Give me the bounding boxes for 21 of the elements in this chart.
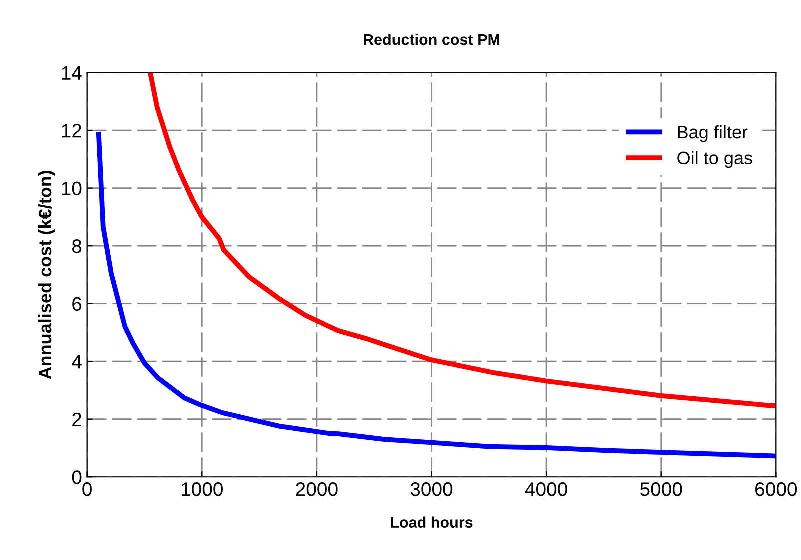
y-tick-label: 10 — [62, 182, 82, 196]
y-tick-label: 8 — [72, 240, 82, 254]
legend-label: Bag filter — [678, 125, 748, 142]
y-tick-label: 2 — [72, 412, 82, 426]
y-tick-label: 6 — [72, 297, 82, 312]
y-axis-title: Annualised cost (k€/ton) — [38, 171, 56, 380]
y-tick-label: 0 — [72, 470, 82, 484]
chart-title: Reduction cost PM — [364, 34, 500, 46]
x-tick-label: 5000 — [640, 482, 682, 496]
y-tick-label: 14 — [62, 66, 82, 80]
x-tick-label: 0 — [82, 482, 92, 496]
y-tick-label: 4 — [72, 355, 82, 369]
x-tick-label: 4000 — [525, 482, 568, 496]
legend-label: Oil to gas — [678, 151, 752, 168]
y-tick-label: 12 — [62, 124, 82, 138]
x-tick-label: 6000 — [756, 482, 798, 496]
x-tick-label: 3000 — [410, 482, 453, 496]
x-axis-title: Load hours — [391, 516, 473, 528]
x-tick-label: 1000 — [182, 482, 223, 496]
line-series — [148, 72, 776, 409]
x-tick-label: 2000 — [296, 482, 338, 496]
